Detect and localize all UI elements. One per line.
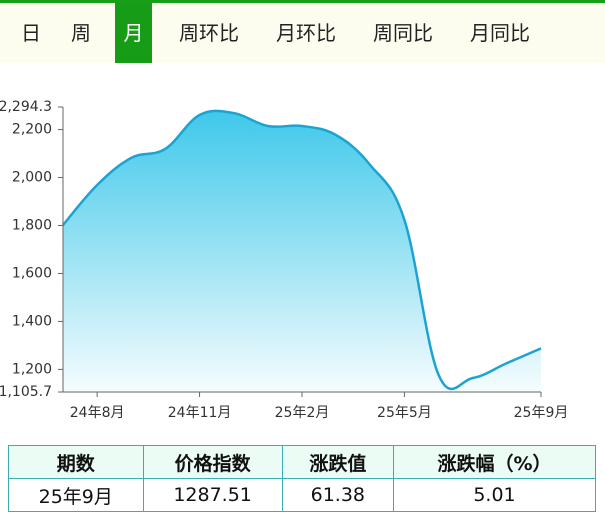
- summary-table: 期数 价格指数 涨跌值 涨跌幅（%） 25年9月 1287.51 61.38 5.01: [8, 445, 597, 512]
- area: [63, 110, 541, 392]
- tab[interactable]: 日: [21, 21, 41, 45]
- cell: 25年9月: [8, 478, 144, 512]
- header-cell: 涨跌幅（%）: [392, 445, 597, 479]
- y-tick-label: 2,294.3: [0, 99, 52, 115]
- line: [62, 109, 542, 391]
- header-cell: 期数: [8, 445, 144, 479]
- y-tick-label: 1,400: [12, 313, 52, 329]
- y-tick-label: 2,200: [12, 122, 52, 138]
- tab[interactable]: 月: [115, 3, 152, 63]
- tab[interactable]: 周: [71, 21, 91, 45]
- x-tick-label: 24年8月: [70, 405, 125, 421]
- chart: 1,105.7 1,200 1,400 1,600 1,800 2,000 2,200 2,2…: [0, 99, 569, 421]
- tab[interactable]: 月同比: [470, 21, 530, 45]
- cell: 61.38: [281, 478, 394, 512]
- y-tick-label: 1,800: [12, 218, 52, 234]
- table-row: 期数 价格指数 涨跌值 涨跌幅（%）: [8, 445, 597, 479]
- y-tick-label: 2,000: [12, 170, 52, 186]
- tab[interactable]: 月环比: [276, 21, 336, 45]
- x-tick-label: 25年5月: [377, 405, 432, 421]
- cell: 1287.51: [142, 478, 283, 512]
- x-tick-label: 25年2月: [275, 405, 330, 421]
- tab-bar: 日 周月 周环比 月环比 周同比 月同比: [0, 0, 605, 63]
- table-row: 25年9月 1287.51 61.38 5.01: [8, 478, 597, 512]
- x-tick-label: 25年9月: [514, 405, 569, 421]
- header-cell: 涨跌值: [281, 445, 394, 479]
- tab[interactable]: 周同比: [373, 21, 433, 45]
- y-tick-label: 1,200: [12, 361, 52, 377]
- cell: 5.01: [392, 478, 597, 512]
- header-cell: 价格指数: [142, 445, 283, 479]
- y-tick-label: 1,600: [12, 265, 52, 281]
- y-tick-label: 1,105.7: [0, 384, 52, 400]
- tab[interactable]: 周环比: [179, 21, 239, 45]
- x-tick-label: 24年11月: [168, 405, 232, 421]
